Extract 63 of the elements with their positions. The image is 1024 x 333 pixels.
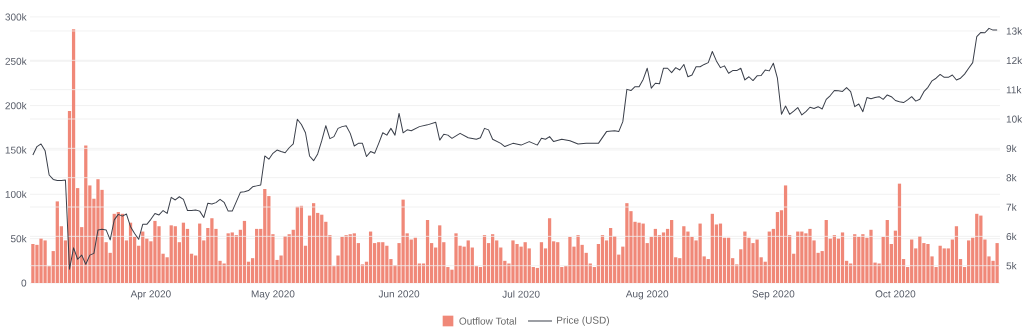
bar [547,218,552,283]
bar [39,238,43,283]
y2-tick-label: 12k [1006,56,1023,64]
y-tick-label: 250k [5,57,27,65]
y2-tick-label: 8k [1006,174,1017,182]
y-tick-label: 100k [5,190,27,198]
bar [743,231,747,283]
bar [511,240,515,283]
bar [539,242,544,283]
bar [413,237,417,283]
bar [775,212,780,283]
legend-label: Outflow Total [459,317,517,325]
bar [523,242,527,283]
x-tick-label: Apr 2020 [130,290,171,300]
bar [31,243,35,283]
y-tick-label: 200k [5,101,27,110]
bar [576,235,580,283]
y2-tick-label: 10k [1006,115,1023,123]
bar [690,236,694,283]
bar [377,242,381,283]
y2-tick-label: 9k [1006,144,1017,153]
bar [804,233,808,283]
bar [755,239,759,283]
bar [515,243,519,283]
bar [556,242,560,283]
bar [698,223,702,283]
bar [381,242,385,283]
x-tick-label: Aug 2020 [625,290,669,300]
y-tick-label: 0 [21,279,27,287]
y2-tick-label: 13k [1006,27,1023,35]
bar [96,179,100,283]
y-tick-label: 50k [10,234,27,243]
bar [340,236,344,283]
bar [857,236,861,283]
bar [625,203,629,283]
bar [401,199,405,283]
y-tick-label: 300k [5,13,27,21]
x-tick-label: Oct 2020 [875,290,916,298]
x-tick-label: Jul 2020 [502,290,540,298]
bar [568,236,572,283]
bar [726,237,731,283]
bar [519,246,523,283]
x-tick-label: May 2020 [251,290,295,300]
bar [210,218,214,283]
x-tick-label: Sep 2020 [752,290,795,300]
bar [466,240,470,283]
bar [869,229,873,283]
x-tick-label: Jun 2020 [378,290,420,298]
legend-label: Price (USD) [557,316,609,326]
bar [808,228,812,283]
y2-tick-label: 11k [1006,86,1022,94]
bar [454,233,458,283]
y-tick-label: 150k [5,146,27,154]
bar [637,222,641,283]
y2-tick-label: 7k [1006,203,1017,211]
bar [942,248,946,283]
y2-tick-label: 5k [1006,262,1017,270]
y2-tick-label: 6k [1006,232,1017,241]
bar [995,243,999,283]
bar [153,220,157,283]
bar [967,240,971,283]
bar [43,240,47,283]
bar [926,243,930,283]
